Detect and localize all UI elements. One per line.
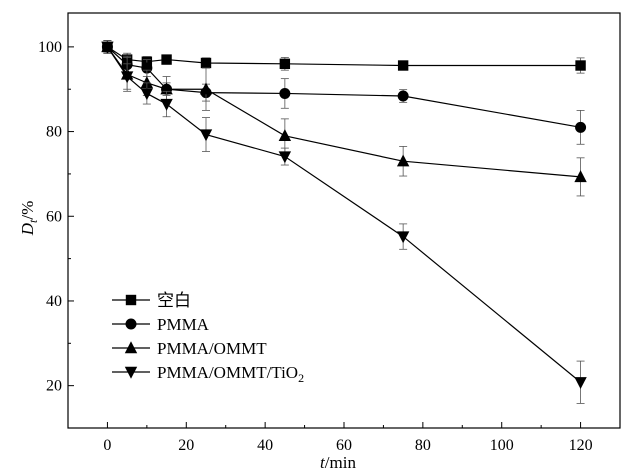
data-point [200,57,212,69]
data-point [279,87,291,99]
x-tick-label: 80 [415,437,431,454]
legend: 空白 PMMA PMMA/OMMT PMMA/OMMT/TiO2 [112,291,304,385]
x-tick-label: 60 [336,437,352,454]
y-tick-label: 60 [46,208,62,225]
legend-label: PMMA [157,315,210,334]
x-axis: 0 20 40 60 80 100 120 [103,422,593,454]
data-point [574,377,587,389]
data-point [396,154,410,167]
legend-marker [124,366,138,379]
data-point [396,231,410,244]
data-point [278,151,292,164]
legend-item-4: PMMA/OMMT/TiO2 [112,363,304,385]
data-point [140,88,154,101]
legend-item-3: PMMA/OMMT [112,339,267,358]
data-point [199,129,213,142]
x-tick-label: 0 [103,437,111,454]
legend-label: 空白 [157,291,191,310]
data-point [141,62,153,74]
x-tick-label: 100 [490,437,514,454]
series-3 [101,40,587,197]
legend-marker [125,318,137,330]
series-line [106,46,581,383]
series-line [107,46,581,128]
y-tick-label: 20 [46,378,62,395]
legend-item-1: 空白 [112,291,191,310]
plot-frame [67,12,621,429]
x-tick-label: 40 [257,437,273,454]
data-point [574,170,587,183]
series-line [106,46,581,178]
y-axis-label: Dt/% [18,201,40,237]
legend-marker [124,341,138,354]
data-point [160,98,173,111]
data-point [161,54,172,65]
data-point [199,82,213,95]
data-point [279,58,291,70]
legend-label: PMMA/OMMT [157,339,267,358]
series-layer [101,40,587,404]
y-tick-label: 100 [38,39,62,56]
data-point [397,60,409,71]
data-point [120,71,134,84]
x-tick-label: 120 [569,437,593,454]
data-point [278,129,292,142]
series-4 [101,40,587,404]
series-2 [101,40,587,145]
data-point [140,76,154,89]
data-point [575,121,587,133]
series-line [107,46,581,67]
plot-area-border [67,12,621,429]
x-tick-label: 20 [178,437,194,454]
y-tick-label: 80 [46,124,62,141]
y-tick-label: 40 [46,293,62,310]
data-point [101,41,114,54]
x-axis-label: t/min [320,453,356,472]
y-axis: 20 40 60 80 100 [38,39,74,395]
legend-label: PMMA/OMMT/TiO2 [157,363,304,385]
legend-marker [125,294,137,306]
series-1 [102,40,586,74]
legend-item-2: PMMA [112,315,210,334]
data-point [397,90,409,102]
data-point [575,60,586,71]
